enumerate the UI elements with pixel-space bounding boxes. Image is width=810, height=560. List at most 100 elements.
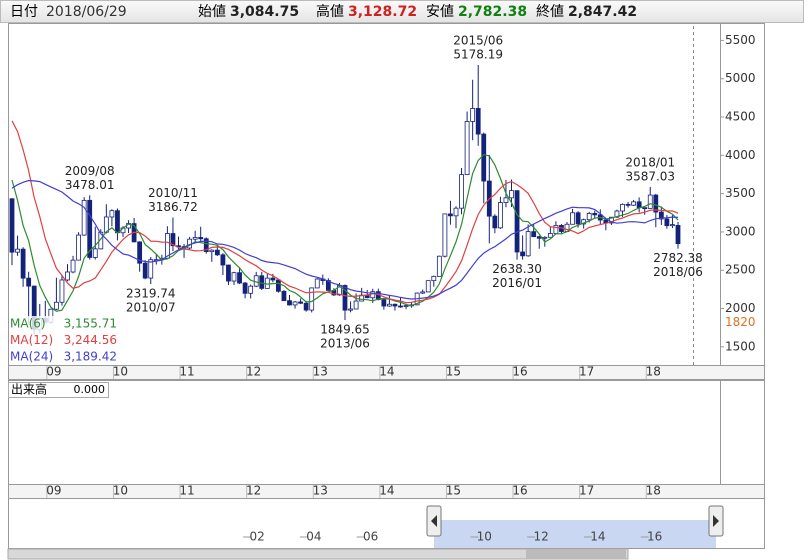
annotation-value: 3478.01: [65, 178, 115, 192]
header-value: 2,847.42: [568, 4, 637, 20]
candle-body: [625, 203, 631, 206]
candle-body: [448, 213, 453, 217]
candle-body: [420, 291, 426, 294]
candle-body: [403, 305, 409, 307]
price-marker: 1820: [725, 315, 756, 329]
x-tick-label: 17: [579, 484, 594, 498]
scrollbar[interactable]: [7, 548, 629, 560]
candle-body: [497, 202, 503, 229]
candle-body: [381, 299, 387, 307]
candle-body: [553, 225, 559, 234]
candle-body: [192, 237, 198, 240]
candle-body: [70, 259, 76, 273]
navigator-tick-label: 12: [533, 530, 548, 544]
candle-body: [658, 211, 664, 220]
header-value: 2,782.38: [458, 4, 527, 20]
candle-body: [325, 280, 331, 291]
annotation-date: 2009/08: [65, 164, 115, 178]
header-label: 安値: [426, 4, 454, 20]
candle-body: [237, 272, 242, 284]
navigator-tick-label: 10: [477, 530, 492, 544]
x-tick-label: 10: [113, 484, 128, 498]
x-tick-label: 17: [579, 365, 594, 379]
candle-body: [514, 190, 520, 253]
x-tick-label: 16: [512, 365, 527, 379]
candle-body: [425, 280, 431, 293]
candle-body: [242, 282, 248, 294]
header-bar: [0, 0, 804, 23]
candle-body: [470, 108, 476, 122]
candle-body: [92, 248, 98, 258]
x-tick-label: 10: [113, 365, 128, 379]
candle-body: [20, 248, 26, 279]
navigator-tick-label: 04: [306, 530, 321, 544]
navigator-selection[interactable]: [434, 520, 716, 548]
candle-body: [287, 300, 292, 306]
candle-body: [675, 225, 681, 245]
candle-body: [142, 262, 148, 279]
annotation-value: 3186.72: [148, 200, 198, 214]
volume-label-box: [8, 382, 109, 398]
scrollbar-thumb[interactable]: [526, 549, 626, 559]
header-label: 日付: [10, 4, 38, 20]
candle-body: [209, 249, 215, 253]
candle-body: [76, 234, 81, 261]
annotation-date: 2018/06: [653, 265, 703, 279]
legend-box: [9, 316, 119, 365]
x-tick-label: 11: [179, 365, 194, 379]
volume-title: 出来高: [11, 382, 47, 397]
candle-body: [586, 212, 592, 221]
header-label: 高値: [316, 3, 344, 20]
candle-body: [314, 278, 320, 289]
y-tick-label: 5000: [725, 71, 756, 85]
volume-panel: [8, 380, 765, 485]
candle-body: [342, 285, 348, 311]
x-tick-label: 15: [446, 365, 461, 379]
handle-arrow: [431, 515, 437, 527]
x-tick-label: 11: [179, 484, 194, 498]
candle-body: [170, 233, 176, 247]
candle-body: [492, 215, 498, 229]
candle-body: [614, 210, 620, 218]
candle-body: [520, 251, 525, 257]
candle-body: [115, 210, 120, 234]
candle-body: [670, 224, 675, 227]
x-tick-label: 15: [446, 484, 461, 498]
legend-name: MA(24): [10, 350, 53, 364]
navigator-tick-label: 16: [647, 530, 662, 544]
candle-body: [386, 303, 392, 307]
navigator-tick-label: 06: [363, 530, 378, 544]
legend-value: 3,244.56: [64, 333, 117, 347]
header-label: 始値: [198, 4, 226, 20]
candle-body: [309, 287, 315, 311]
candle-body: [264, 277, 270, 289]
candle-body: [398, 305, 403, 308]
candle-body: [509, 190, 514, 199]
candle-body: [65, 271, 70, 281]
candle-body: [348, 308, 353, 311]
header-value: 2018/06/29: [46, 4, 127, 20]
ma-line: [11, 179, 679, 300]
x-tick-label: 09: [46, 365, 61, 379]
candle-body: [148, 259, 154, 279]
x-axis-band: [8, 365, 765, 380]
annotation-date: 2013/06: [320, 337, 370, 351]
candle-body: [575, 212, 581, 225]
candle-body: [653, 194, 659, 213]
legend-value: 3,189.42: [64, 350, 117, 364]
candle-body: [353, 300, 359, 310]
y-tick-label: 2500: [725, 263, 756, 277]
candle-body: [542, 236, 548, 239]
candle-body: [87, 199, 93, 258]
candle-body: [453, 207, 459, 217]
candle-body: [459, 174, 464, 209]
candle-body: [620, 203, 625, 212]
annotation-value: 2638.30: [492, 262, 542, 276]
candle-body: [636, 201, 642, 209]
candle-body: [642, 207, 648, 210]
x-tick-label: 12: [246, 484, 261, 498]
navigator-tick-label: 14: [590, 530, 605, 544]
ma-line: [11, 120, 679, 304]
